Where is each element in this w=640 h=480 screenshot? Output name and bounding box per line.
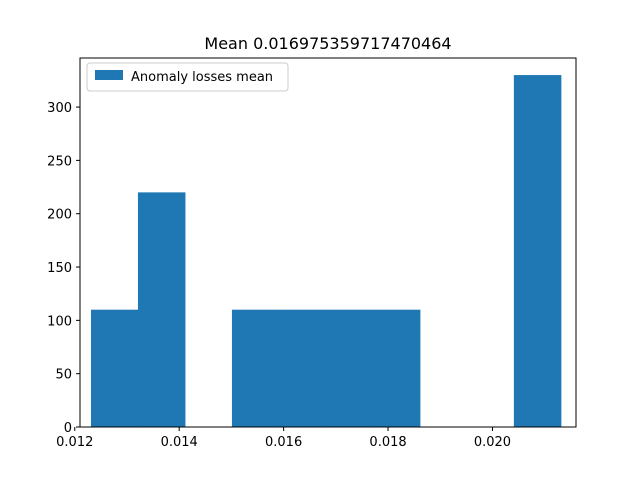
y-tick-label: 250 bbox=[47, 154, 72, 169]
y-tick-label: 150 bbox=[47, 261, 72, 276]
histogram-bar bbox=[372, 309, 421, 427]
x-tick-label: 0.018 bbox=[369, 435, 406, 450]
legend-label: Anomaly losses mean bbox=[131, 70, 273, 85]
y-tick-label: 300 bbox=[47, 101, 72, 116]
y-tick-label: 100 bbox=[47, 314, 72, 329]
histogram-bar bbox=[90, 309, 139, 427]
chart-title: Mean 0.016975359717470464 bbox=[204, 34, 451, 53]
axes-group bbox=[79, 57, 577, 428]
x-tick-label: 0.012 bbox=[56, 435, 93, 450]
histogram-bar bbox=[137, 192, 186, 427]
x-tick-label: 0.016 bbox=[265, 435, 302, 450]
histogram-bar bbox=[513, 75, 562, 427]
y-tick-label: 50 bbox=[55, 368, 72, 383]
bars-group bbox=[90, 75, 562, 427]
legend: Anomaly losses mean bbox=[86, 62, 289, 92]
x-tick-label: 0.020 bbox=[474, 435, 511, 450]
y-ticks-group: 0 50 100 150 200 250 300 bbox=[47, 101, 80, 436]
legend-swatch bbox=[95, 70, 123, 80]
x-tick-label: 0.014 bbox=[161, 435, 198, 450]
plot-frame bbox=[79, 57, 577, 428]
histogram-bar bbox=[325, 309, 374, 427]
y-tick-label: 200 bbox=[47, 208, 72, 223]
y-tick-label: 0 bbox=[64, 421, 72, 436]
legend-frame bbox=[86, 62, 289, 92]
histogram-bar bbox=[231, 309, 280, 427]
x-ticks-group: 0.012 0.014 0.016 0.018 0.020 bbox=[56, 427, 511, 450]
histogram-bar bbox=[278, 309, 327, 427]
